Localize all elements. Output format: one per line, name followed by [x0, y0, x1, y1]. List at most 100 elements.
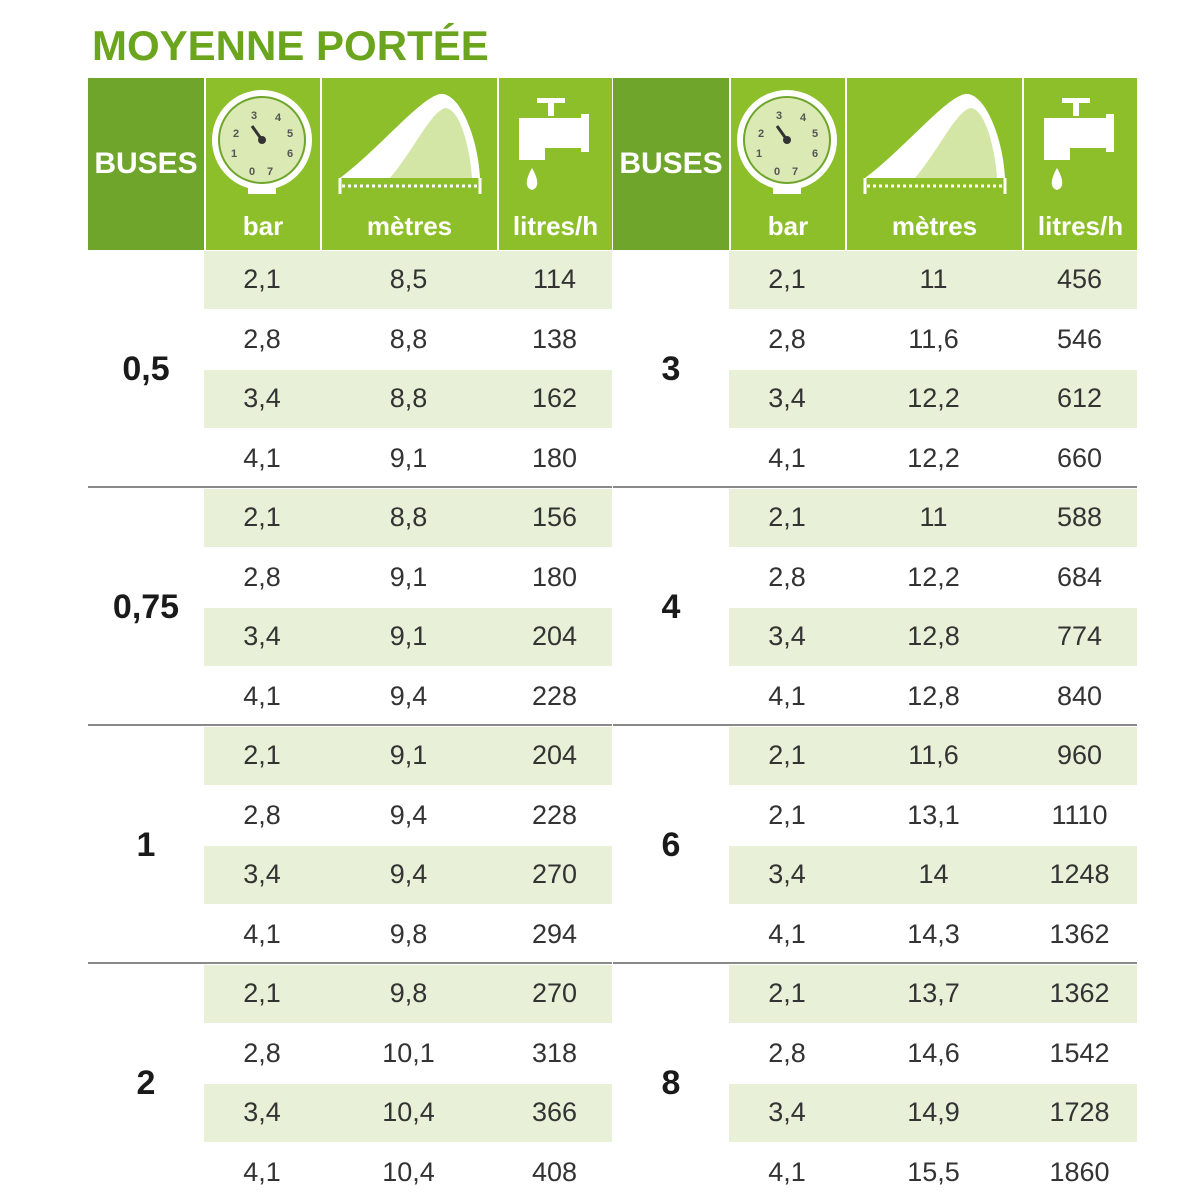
gauge-digit: 7 — [792, 166, 798, 178]
cell: 318 — [531, 1037, 578, 1068]
cell: 11,6 — [908, 323, 959, 354]
header-litres: litres/h — [497, 78, 612, 250]
cell: 12,2 — [907, 561, 960, 592]
gauge-digit: 5 — [812, 128, 818, 140]
cell: 11 — [919, 264, 948, 295]
cell: 4,1 — [768, 1156, 806, 1187]
cell: 294 — [531, 918, 578, 949]
cell: 14 — [918, 859, 949, 890]
buse-label: 4 — [661, 587, 681, 626]
cell: 2,8 — [243, 561, 281, 592]
group-separator — [88, 962, 612, 964]
row-stripe — [729, 370, 1137, 428]
faucet-icon — [1044, 98, 1114, 190]
cell: 8,8 — [389, 323, 428, 354]
cell: 3,4 — [243, 859, 281, 890]
group-separator — [88, 486, 612, 488]
buse-label: 0,5 — [122, 349, 170, 388]
unit-label: bar — [242, 211, 284, 241]
range-icon — [863, 93, 1007, 194]
cell: 9,1 — [389, 442, 428, 473]
group-separator — [613, 486, 1137, 488]
cell: 684 — [1056, 561, 1103, 592]
cell: 138 — [531, 323, 578, 354]
cell: 12,2 — [907, 383, 960, 414]
cell: 3,4 — [768, 1097, 806, 1128]
cell: 3,4 — [768, 859, 806, 890]
gauge-digit: 4 — [275, 112, 282, 124]
icon-part — [581, 114, 589, 152]
cell: 228 — [531, 680, 578, 711]
icon-part — [258, 136, 266, 144]
cell: 612 — [1056, 383, 1103, 414]
range-icon — [338, 93, 482, 194]
group-separator — [88, 724, 612, 726]
cell: 9,8 — [389, 978, 428, 1009]
gauge-digit: 0 — [249, 166, 255, 178]
icon-part — [1051, 168, 1063, 190]
cell: 2,1 — [768, 799, 806, 830]
gauge-digit: 2 — [758, 128, 764, 140]
buse-label: 1 — [136, 825, 156, 864]
gauge-digit: 6 — [287, 148, 293, 160]
cell: 9,8 — [389, 918, 428, 949]
gauge-digit: 1 — [231, 148, 237, 160]
cell: 4,1 — [768, 918, 806, 949]
row-stripe — [729, 251, 1137, 309]
cell: 228 — [531, 799, 578, 830]
header-buses: BUSES — [88, 78, 204, 250]
cell: 270 — [531, 859, 578, 890]
cell: 408 — [531, 1156, 578, 1187]
row-stripe — [729, 727, 1137, 785]
unit-label: mètres — [891, 211, 978, 241]
buse-label: 0,75 — [112, 587, 180, 626]
unit-label: litres/h — [512, 211, 599, 241]
cell: 1860 — [1049, 1156, 1110, 1187]
cell: 546 — [1056, 323, 1103, 354]
cell: 9,1 — [389, 561, 428, 592]
cell: 456 — [1056, 264, 1103, 295]
cell: 270 — [531, 978, 578, 1009]
group-separator — [613, 962, 1137, 964]
row-stripe — [204, 251, 612, 309]
cell: 4,1 — [243, 442, 281, 473]
row-stripe — [729, 608, 1137, 666]
row-stripe — [204, 370, 612, 428]
cell: 4,1 — [768, 680, 806, 711]
cell: 366 — [531, 1097, 578, 1128]
group-separator — [613, 724, 1137, 726]
cell: 4,1 — [243, 918, 281, 949]
cell: 13,7 — [907, 978, 960, 1009]
gauge-digit: 3 — [251, 110, 257, 122]
cell: 14,9 — [907, 1097, 960, 1128]
cell: 1248 — [1049, 859, 1110, 890]
cell: 588 — [1056, 502, 1103, 533]
cell: 9,4 — [389, 859, 428, 890]
icon-part — [548, 98, 554, 116]
row-stripe — [729, 1084, 1137, 1142]
cell: 1110 — [1051, 799, 1108, 830]
cell: 3,4 — [243, 1097, 281, 1128]
cell: 2,8 — [243, 1037, 281, 1068]
row-stripe — [729, 965, 1137, 1023]
gauge-digit: 6 — [812, 148, 818, 160]
icon-part — [1044, 118, 1110, 160]
cell: 180 — [531, 561, 578, 592]
icon-part — [526, 168, 538, 190]
cell: 162 — [531, 383, 578, 414]
icon-part — [390, 108, 472, 178]
buse-label: 2 — [136, 1063, 156, 1102]
cell: 13,1 — [907, 799, 960, 830]
row-stripe — [204, 846, 612, 904]
cell: 204 — [531, 740, 578, 771]
unit-label: mètres — [366, 211, 453, 241]
cell: 4,1 — [243, 1156, 281, 1187]
cell: 660 — [1056, 442, 1103, 473]
header-buses: BUSES — [613, 78, 729, 250]
cell: 8,8 — [389, 502, 428, 533]
cell: 9,1 — [389, 740, 428, 771]
header-litres: litres/h — [1022, 78, 1137, 250]
cell: 9,1 — [389, 621, 428, 652]
cell: 2,8 — [243, 799, 281, 830]
